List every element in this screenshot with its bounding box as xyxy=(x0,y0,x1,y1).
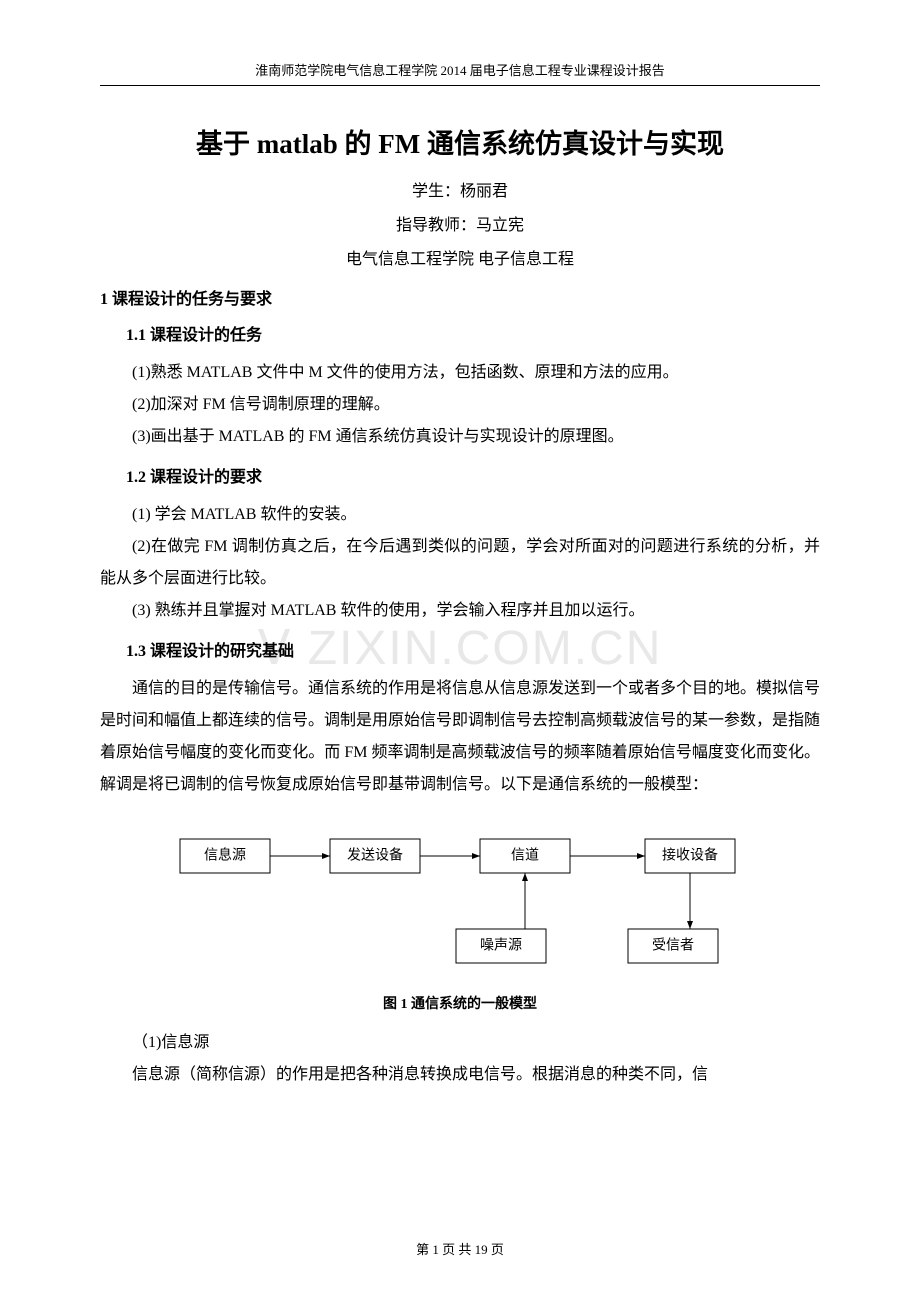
department-line: 电气信息工程学院 电子信息工程 xyxy=(100,245,820,269)
section-1-1-heading: 1.1 课程设计的任务 xyxy=(100,321,820,345)
paragraph: (1)熟悉 MATLAB 文件中 M 文件的使用方法，包括函数、原理和方法的应用… xyxy=(100,357,820,389)
paragraph: (2)在做完 FM 调制仿真之后，在今后遇到类似的问题，学会对所面对的问题进行系… xyxy=(100,531,820,595)
page-content: 淮南师范学院电气信息工程学院 2014 届电子信息工程专业课程设计报告 基于 m… xyxy=(0,0,920,1131)
paragraph: 信息源（简称信源）的作用是把各种消息转换成电信号。根据消息的种类不同，信 xyxy=(100,1059,820,1091)
section-1-3-heading: 1.3 课程设计的研究基础 xyxy=(100,637,820,661)
document-title: 基于 matlab 的 FM 通信系统仿真设计与实现 xyxy=(100,122,820,161)
svg-text:受信者: 受信者 xyxy=(652,938,694,954)
student-line: 学生：杨丽君 xyxy=(100,177,820,201)
section-1-2-heading: 1.2 课程设计的要求 xyxy=(100,463,820,487)
flowchart-svg: 信息源 发送设备 信道 接收设备噪声源 受信者 xyxy=(140,829,780,979)
advisor-line: 指导教师：马立宪 xyxy=(100,211,820,235)
svg-text:信道: 信道 xyxy=(511,848,539,864)
paragraph: （1)信息源 xyxy=(100,1027,820,1059)
page-header: 淮南师范学院电气信息工程学院 2014 届电子信息工程专业课程设计报告 xyxy=(100,60,820,86)
flowchart-diagram: 信息源 发送设备 信道 接收设备噪声源 受信者 xyxy=(100,829,820,979)
paragraph: (3) 熟练并且掌握对 MATLAB 软件的使用，学会输入程序并且加以运行。 xyxy=(100,595,820,627)
page-footer: 第 1 页 共 19 页 xyxy=(0,1239,920,1258)
svg-text:信息源: 信息源 xyxy=(204,847,246,864)
paragraph: (1) 学会 MATLAB 软件的安装。 xyxy=(100,499,820,531)
paragraph: (3)画出基于 MATLAB 的 FM 通信系统仿真设计与实现设计的原理图。 xyxy=(100,421,820,453)
section-1-heading: 1 课程设计的任务与要求 xyxy=(100,285,820,309)
paragraph: (2)加深对 FM 信号调制原理的理解。 xyxy=(100,389,820,421)
diagram-caption: 图 1 通信系统的一般模型 xyxy=(100,993,820,1013)
svg-text:噪声源: 噪声源 xyxy=(480,938,522,954)
svg-text:发送设备: 发送设备 xyxy=(347,847,403,864)
svg-text:接收设备: 接收设备 xyxy=(662,847,718,864)
paragraph: 通信的目的是传输信号。通信系统的作用是将信息从信息源发送到一个或者多个目的地。模… xyxy=(100,673,820,801)
